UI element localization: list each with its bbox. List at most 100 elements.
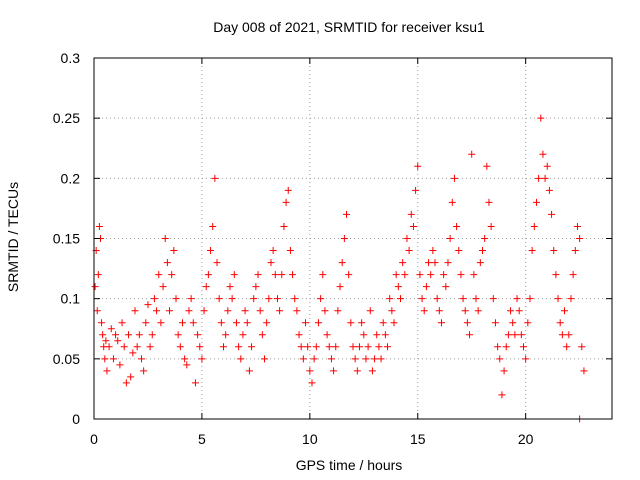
data-point	[153, 307, 161, 315]
data-point	[353, 367, 361, 375]
x-tick-label: 5	[198, 431, 206, 447]
data-point	[470, 271, 478, 279]
data-point	[254, 271, 262, 279]
data-point	[185, 307, 193, 315]
data-point	[278, 271, 286, 279]
data-point	[444, 259, 452, 267]
data-point	[261, 355, 269, 363]
data-point	[196, 343, 204, 351]
data-point	[414, 162, 422, 170]
data-point	[200, 307, 208, 315]
data-point	[578, 343, 586, 351]
data-point	[338, 259, 346, 267]
data-point	[267, 259, 275, 267]
y-tick-label: 0.3	[61, 50, 81, 66]
data-point	[215, 295, 223, 303]
data-point	[472, 295, 480, 303]
data-point	[194, 331, 202, 339]
data-point	[101, 355, 109, 363]
data-point	[280, 222, 288, 230]
data-point	[131, 307, 139, 315]
data-point	[118, 319, 126, 327]
data-point	[159, 283, 167, 291]
data-point	[170, 247, 178, 255]
data-point	[105, 343, 113, 351]
data-point	[520, 343, 528, 351]
data-point	[384, 343, 392, 351]
data-point	[293, 307, 301, 315]
data-point	[431, 259, 439, 267]
data-point	[181, 355, 189, 363]
data-point	[252, 283, 260, 291]
data-point	[513, 295, 521, 303]
data-point	[129, 349, 137, 357]
data-point	[209, 222, 217, 230]
data-point	[122, 379, 130, 387]
axis-ticks: 0 5 10 15 20 0 0.05 0.1 0.15 0.2 0.25 0.3	[53, 50, 612, 447]
data-point	[448, 198, 456, 206]
data-point	[137, 355, 145, 363]
data-point	[157, 319, 165, 327]
y-tick-label: 0	[72, 411, 80, 427]
data-point	[91, 283, 99, 291]
data-point	[351, 355, 359, 363]
data-point	[112, 331, 120, 339]
data-point	[554, 295, 562, 303]
data-point	[109, 355, 117, 363]
data-point	[226, 283, 234, 291]
data-point	[539, 150, 547, 158]
data-point	[535, 174, 543, 182]
data-point	[349, 343, 357, 351]
data-point	[466, 331, 474, 339]
data-point	[334, 307, 342, 315]
data-point	[437, 319, 445, 327]
data-point	[422, 283, 430, 291]
data-point	[498, 391, 506, 399]
data-point	[256, 307, 264, 315]
data-point	[198, 355, 206, 363]
data-point	[450, 174, 458, 182]
data-point	[537, 114, 545, 122]
data-point	[379, 319, 387, 327]
data-point	[332, 343, 340, 351]
data-point	[511, 331, 519, 339]
data-point	[107, 325, 115, 333]
data-point	[204, 271, 212, 279]
data-point	[345, 271, 353, 279]
data-point	[481, 235, 489, 242]
data-point	[442, 283, 450, 291]
data-point	[327, 355, 335, 363]
data-point	[146, 343, 154, 351]
data-point	[127, 373, 135, 381]
data-point	[133, 343, 141, 351]
data-point	[545, 186, 553, 194]
data-point	[532, 198, 540, 206]
data-point	[235, 343, 243, 351]
data-point	[368, 367, 376, 375]
data-point	[116, 361, 124, 369]
data-point	[269, 247, 277, 255]
chart-title: Day 008 of 2021, SRMTID for receiver ksu…	[213, 19, 485, 35]
data-point	[425, 259, 433, 267]
data-point	[524, 319, 532, 327]
data-point	[455, 247, 463, 255]
data-point	[517, 331, 525, 339]
data-point	[388, 307, 396, 315]
data-point	[371, 355, 379, 363]
data-point	[314, 319, 322, 327]
data-point	[250, 295, 258, 303]
data-point	[457, 271, 465, 279]
data-point	[289, 271, 297, 279]
data-point	[509, 319, 517, 327]
x-tick-label: 10	[302, 431, 318, 447]
data-point	[228, 295, 236, 303]
data-point	[403, 235, 411, 242]
data-point	[308, 379, 316, 387]
data-point	[95, 222, 103, 230]
data-point	[174, 331, 182, 339]
data-point	[502, 343, 510, 351]
data-point	[565, 331, 573, 339]
data-point	[396, 295, 404, 303]
data-point	[295, 331, 303, 339]
